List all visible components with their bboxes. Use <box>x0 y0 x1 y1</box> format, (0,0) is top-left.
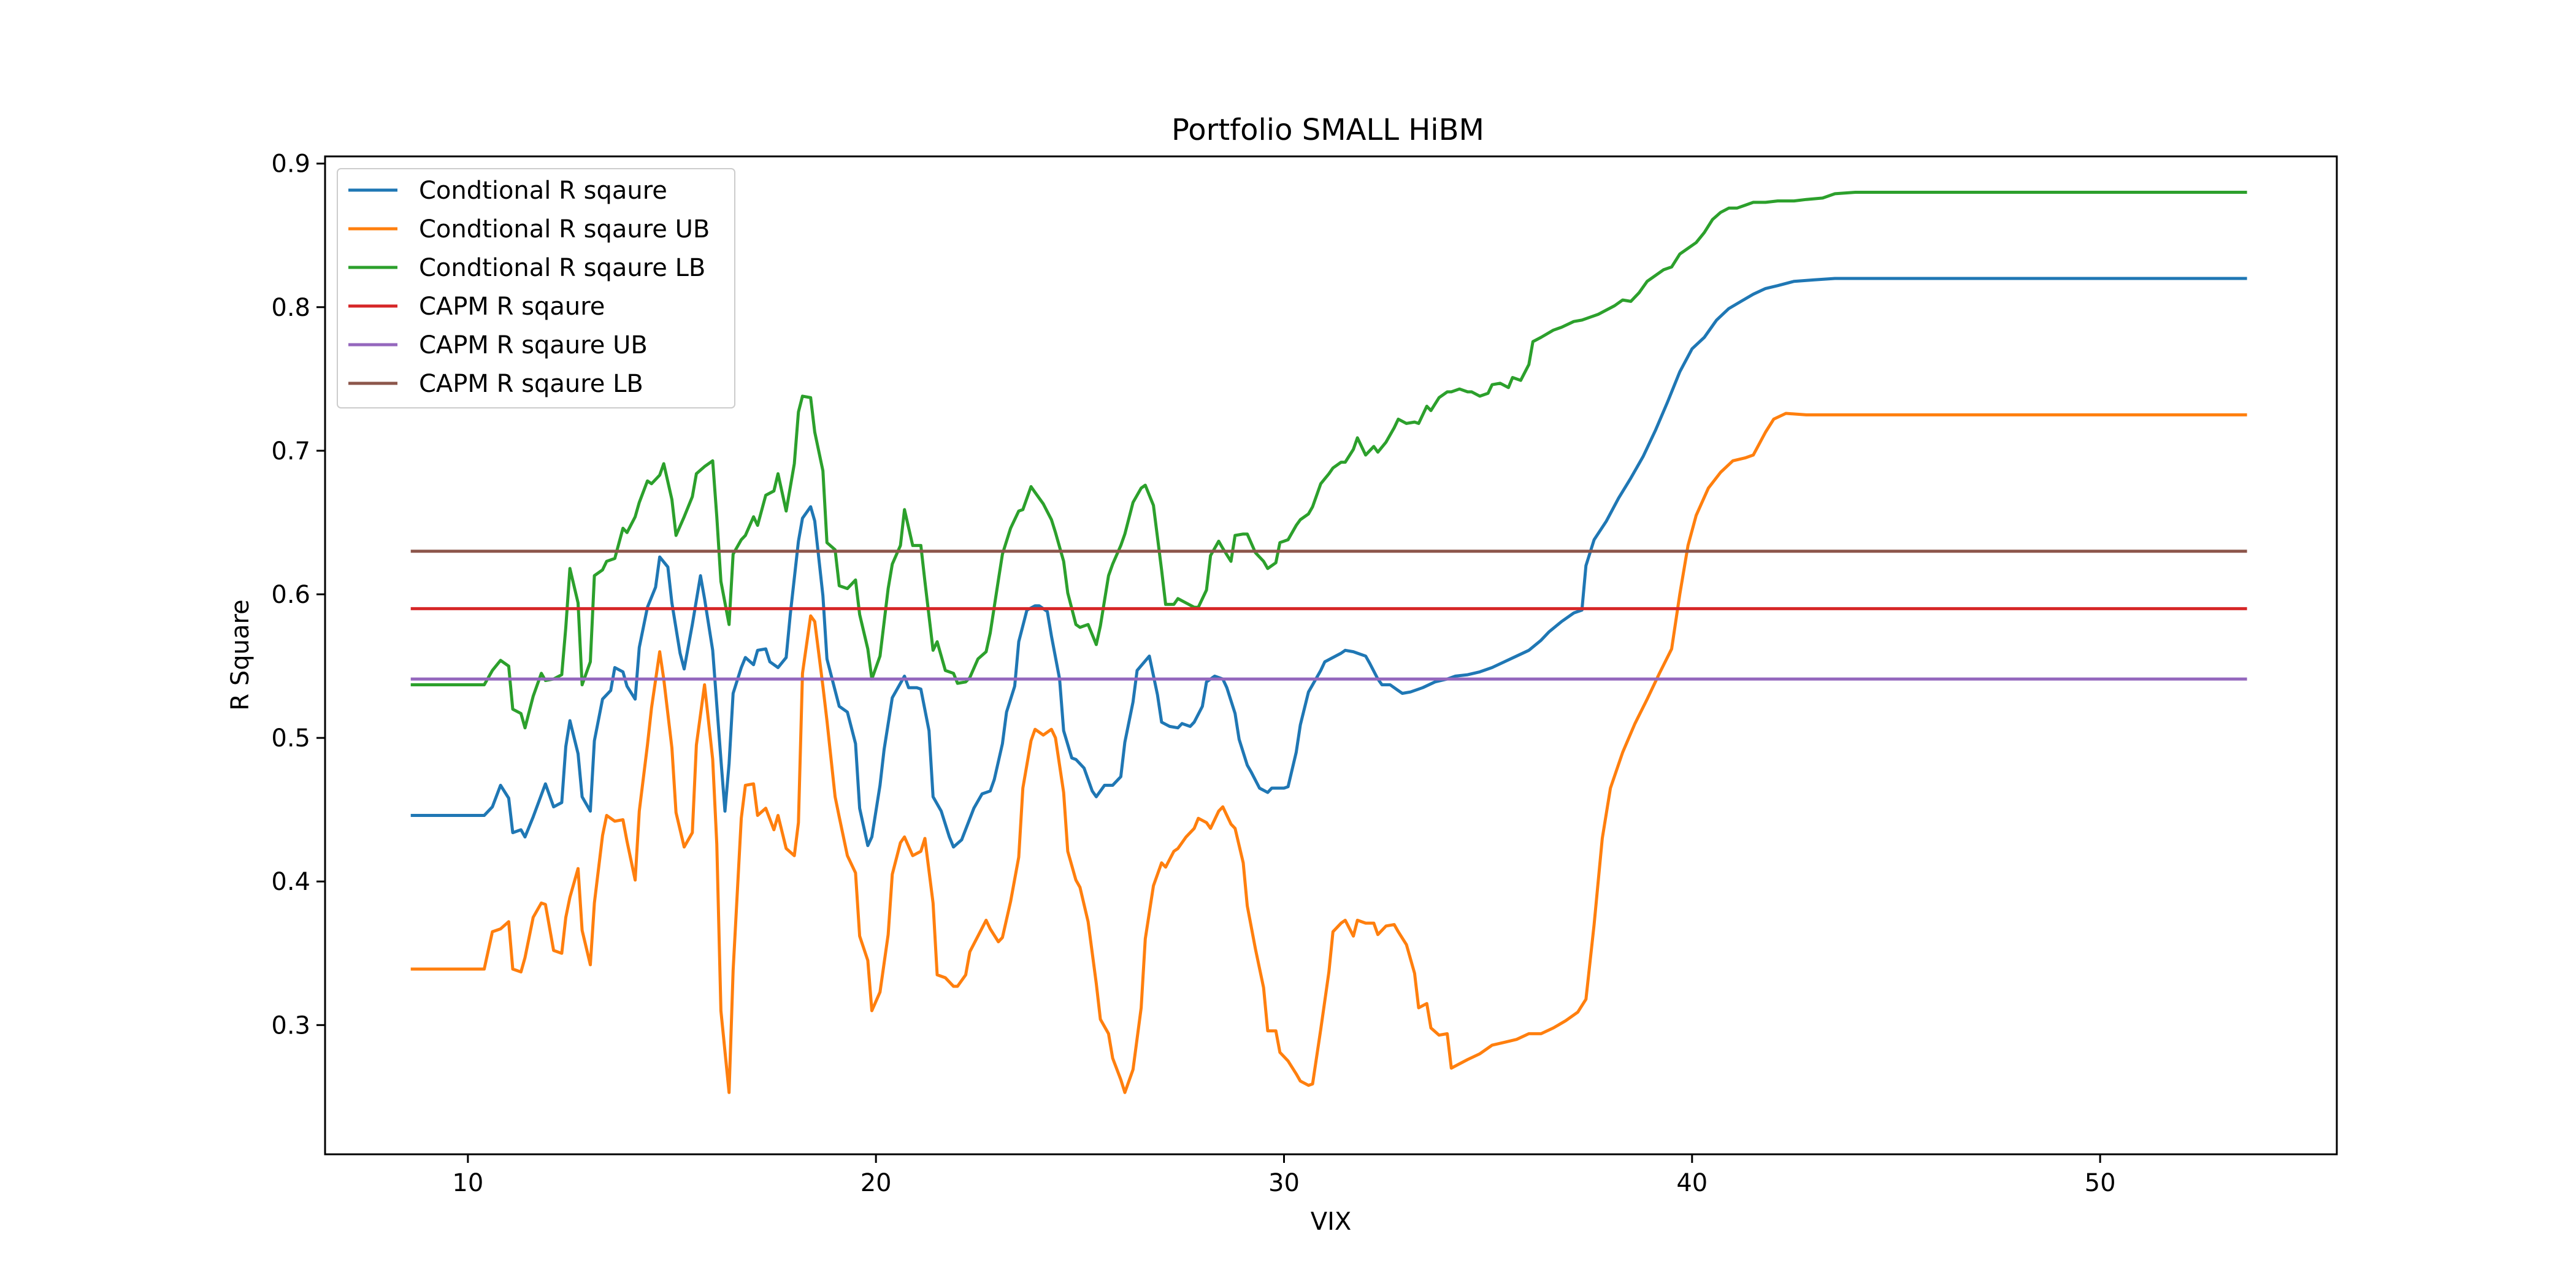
y-tick-label: 0.7 <box>271 437 310 466</box>
y-tick-label: 0.4 <box>271 868 310 896</box>
series-line-1 <box>410 277 2247 849</box>
legend-entry-label: Condtional R sqaure UB <box>419 215 710 243</box>
legend-entry-label: Condtional R sqaure <box>419 177 667 205</box>
legend-entry-label: CAPM R sqaure <box>419 293 605 321</box>
y-axis-label: R Square <box>226 599 255 710</box>
y-tick-label: 0.6 <box>271 581 310 609</box>
y-tick-label: 0.3 <box>271 1011 310 1040</box>
x-tick-label: 20 <box>861 1169 892 1197</box>
plot-frame <box>324 155 2338 1156</box>
x-axis-label: VIX <box>1311 1208 1352 1236</box>
legend-box <box>337 168 735 408</box>
x-tick-label: 50 <box>2085 1169 2116 1197</box>
legend-entry-label: Condtional R sqaure LB <box>419 254 705 282</box>
series-line-2 <box>410 412 2247 1094</box>
series-line-3 <box>410 191 2247 730</box>
y-tick-label: 0.9 <box>271 150 310 178</box>
x-tick-label: 10 <box>452 1169 483 1197</box>
series-layer <box>410 191 2247 1094</box>
y-axis: 0.3 0.4 0.5 0.6 0.7 0.8 0.9 <box>271 150 325 1040</box>
x-tick-label: 30 <box>1268 1169 1300 1197</box>
y-tick-label: 0.5 <box>271 724 310 753</box>
x-axis: 10 20 30 40 50 <box>452 1154 2116 1197</box>
legend-entry-label: CAPM R sqaure UB <box>419 331 648 359</box>
legend: Condtional R sqaure Condtional R sqaure U… <box>337 168 735 408</box>
y-tick-label: 0.8 <box>271 294 310 322</box>
chart-title: Portfolio SMALL HiBM <box>1171 113 1484 147</box>
x-tick-label: 40 <box>1676 1169 1708 1197</box>
legend-entry-label: CAPM R sqaure LB <box>419 370 643 398</box>
